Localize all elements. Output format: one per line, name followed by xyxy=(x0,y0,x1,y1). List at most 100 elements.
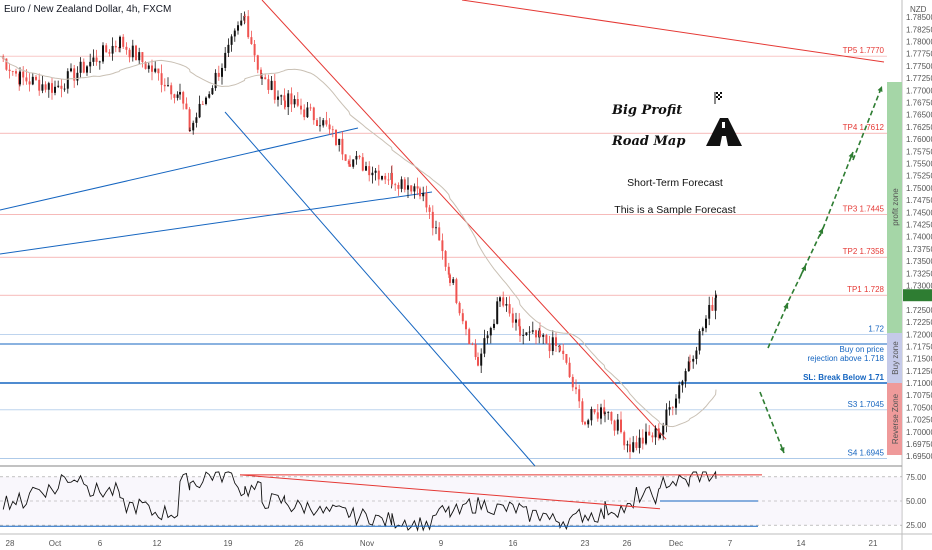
candle-body xyxy=(208,94,211,98)
candle-body xyxy=(623,432,626,446)
price-tick-label: 1.75500 xyxy=(906,159,932,168)
candle-body xyxy=(264,77,267,80)
time-tick-label: Nov xyxy=(360,539,374,548)
reverse-zone-strip xyxy=(887,383,902,455)
candle-body xyxy=(312,107,315,121)
candle-body xyxy=(391,172,393,185)
candle-body xyxy=(587,420,590,425)
candle-body xyxy=(244,15,246,17)
time-tick-label: 14 xyxy=(797,539,806,548)
candle-body xyxy=(95,57,98,62)
chart-title: Euro / New Zealand Dollar, 4h, FXCM xyxy=(4,4,172,15)
candle-body xyxy=(568,362,571,377)
candle-body xyxy=(144,62,147,69)
candle-body xyxy=(154,68,157,72)
price-axis xyxy=(902,0,932,550)
blue-trendline-1 xyxy=(0,127,359,211)
candle-body xyxy=(76,72,79,81)
candle-body xyxy=(571,376,574,388)
candle-body xyxy=(422,192,425,197)
candle-body xyxy=(349,164,351,167)
candle-body xyxy=(452,279,455,283)
candle-body xyxy=(79,61,82,73)
price-tick-label: 1.75000 xyxy=(906,184,932,193)
level-label: SL: Break Below 1.71 xyxy=(803,373,884,382)
price-tick-label: 1.69750 xyxy=(906,440,932,449)
candle-body xyxy=(641,437,644,444)
candle-body xyxy=(593,409,596,413)
candle-body xyxy=(562,350,565,354)
candle-body xyxy=(160,73,163,85)
candle-body xyxy=(657,428,660,438)
candle-body xyxy=(54,86,56,93)
candle-body xyxy=(681,381,684,386)
candle-body xyxy=(102,45,104,62)
candle-body xyxy=(711,304,714,311)
candle-body xyxy=(708,304,711,319)
candle-body xyxy=(578,389,581,402)
candle-body xyxy=(455,279,458,303)
candle-body xyxy=(522,335,525,336)
candle-body xyxy=(387,179,390,181)
rsi-tick-label: 25.00 xyxy=(906,521,927,530)
forecast-arrow-5-head xyxy=(877,86,883,92)
price-tick-label: 1.74250 xyxy=(906,220,932,229)
candle-body xyxy=(465,321,467,330)
candle-body xyxy=(319,125,321,127)
candle-body xyxy=(486,335,489,339)
candle-body xyxy=(70,68,72,72)
forecast-arrow-1 xyxy=(767,302,789,349)
candle-body xyxy=(665,409,668,426)
candle-body xyxy=(256,55,259,70)
level-label: TP4 1.7612 xyxy=(843,123,885,132)
candle-body xyxy=(555,337,557,347)
candle-body xyxy=(28,81,31,85)
candle-body xyxy=(368,166,371,176)
sample-forecast-text: This is a Sample Forecast xyxy=(614,204,735,216)
candle-body xyxy=(431,211,434,229)
candle-body xyxy=(185,103,188,110)
candle-body xyxy=(306,107,309,118)
time-tick-label: 23 xyxy=(581,539,590,548)
candle-body xyxy=(626,444,629,446)
buy-zone-label: Buy zone xyxy=(891,341,900,375)
candle-body xyxy=(176,94,179,98)
candle-body xyxy=(531,330,534,332)
candle-body xyxy=(629,444,631,452)
candle-body xyxy=(253,43,256,56)
candle-body xyxy=(444,251,447,267)
price-tick-label: 1.76500 xyxy=(906,111,932,120)
rsi-red-trendline xyxy=(239,474,661,510)
candle-body xyxy=(403,179,406,190)
current-price-tag xyxy=(903,289,932,302)
rsi-tick-label: 50.00 xyxy=(906,497,927,506)
candle-body xyxy=(66,71,69,89)
candle-body xyxy=(575,387,577,390)
candle-body xyxy=(82,61,85,73)
candle-body xyxy=(201,103,204,105)
time-tick-label: Oct xyxy=(49,539,62,548)
candle-body xyxy=(170,85,173,95)
candle-body xyxy=(559,345,561,351)
rsi-tick-label: 75.00 xyxy=(906,473,927,482)
candle-body xyxy=(603,407,606,414)
candle-body xyxy=(371,172,374,176)
candle-body xyxy=(205,97,207,105)
candle-body xyxy=(545,335,548,344)
candle-body xyxy=(352,159,355,167)
candle-body xyxy=(11,71,14,72)
candle-body xyxy=(347,160,350,165)
candle-body xyxy=(98,61,101,63)
forecast-arrow-down xyxy=(759,391,785,454)
candle-body xyxy=(325,120,328,125)
candle-body xyxy=(195,117,198,123)
candle-body xyxy=(163,84,166,87)
candle-body xyxy=(515,319,517,323)
price-tick-label: 1.76750 xyxy=(906,98,932,107)
candle-body xyxy=(86,66,88,73)
candle-body xyxy=(410,185,413,192)
candle-body xyxy=(502,297,505,306)
buy-zone-strip xyxy=(887,333,902,383)
candle-body xyxy=(689,361,691,363)
